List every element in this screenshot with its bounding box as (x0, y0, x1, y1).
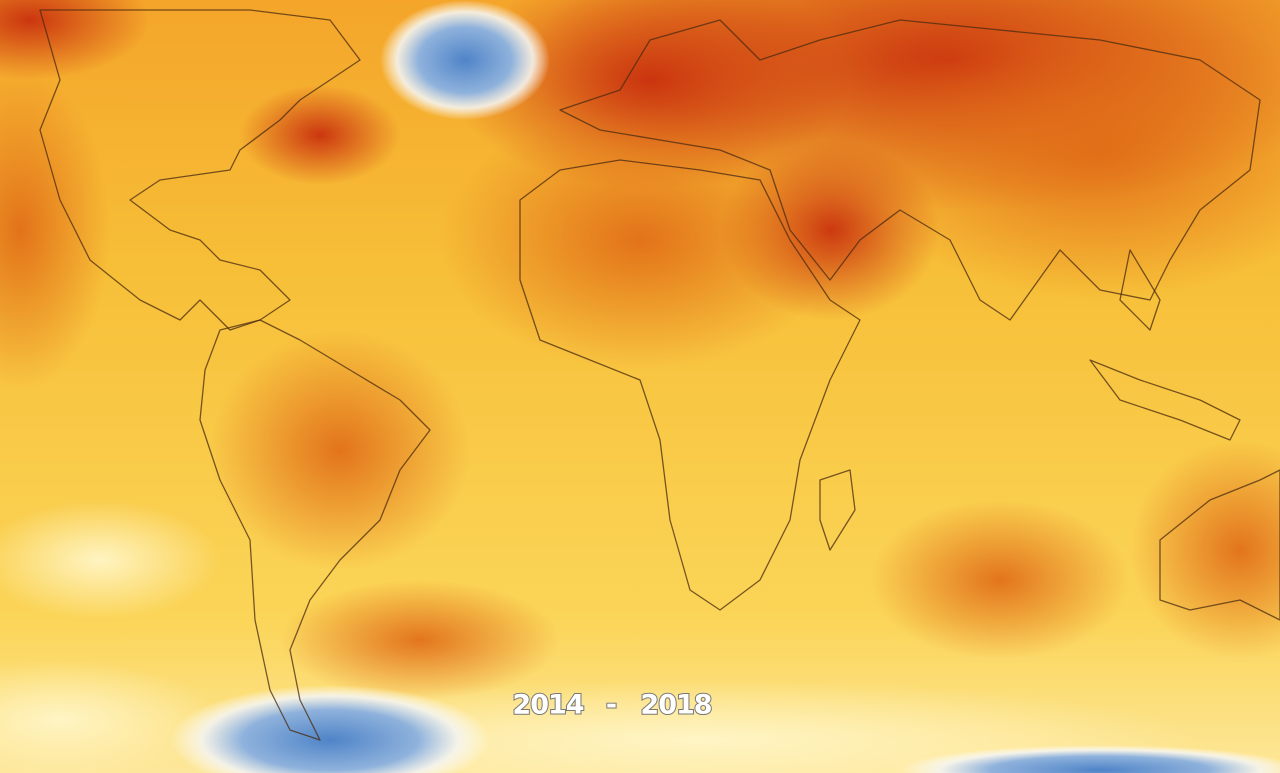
year-range-caption: 2014 - 2018 (511, 689, 713, 722)
separator: - (606, 690, 616, 721)
coastlines (39, 9, 1280, 741)
end-year: 2018 (640, 690, 711, 721)
start-year: 2014 (512, 690, 583, 721)
